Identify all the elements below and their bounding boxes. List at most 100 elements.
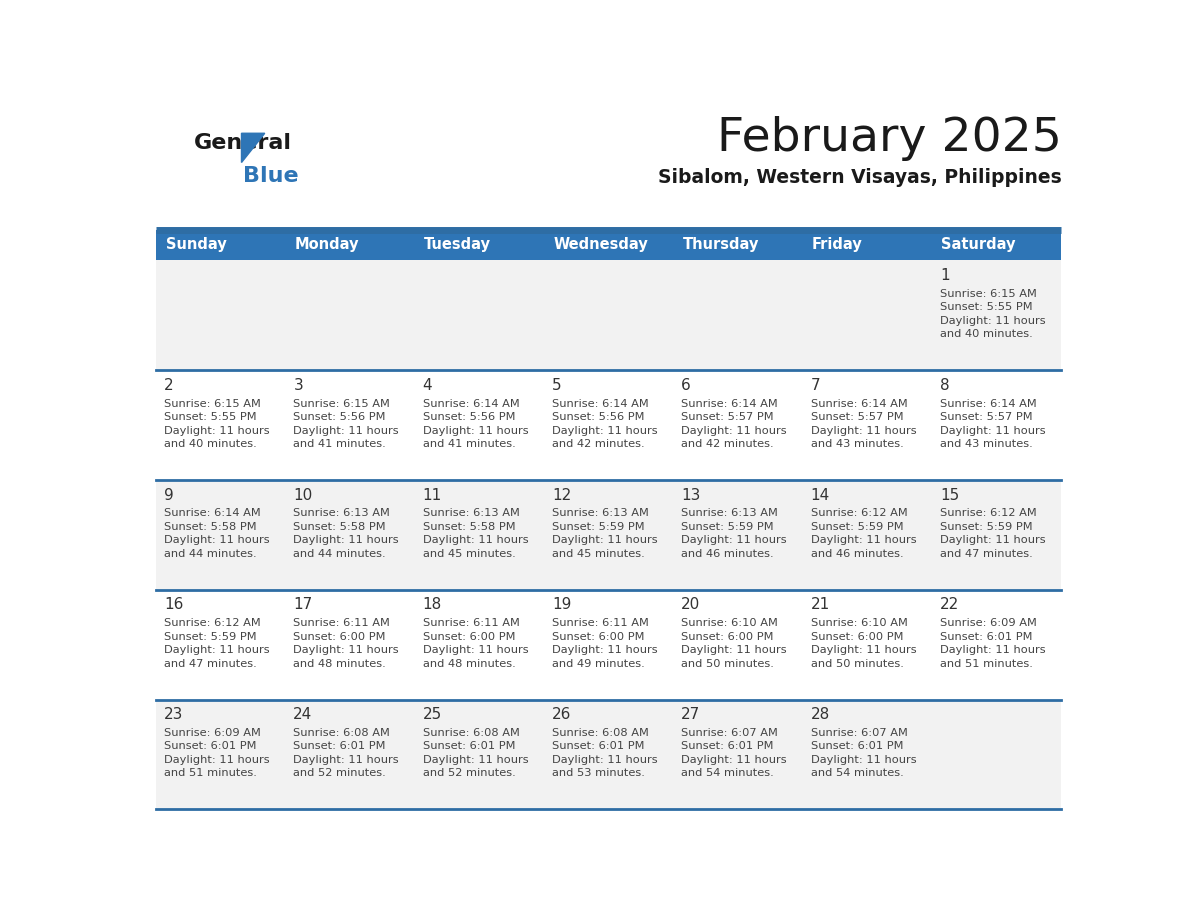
Text: and 51 minutes.: and 51 minutes. (164, 768, 257, 778)
Text: Daylight: 11 hours: Daylight: 11 hours (164, 755, 270, 765)
Text: 1: 1 (940, 268, 949, 283)
Text: Sunrise: 6:13 AM: Sunrise: 6:13 AM (293, 509, 390, 519)
Text: Sunset: 6:00 PM: Sunset: 6:00 PM (423, 632, 516, 642)
Bar (544, 230, 674, 261)
Text: Daylight: 11 hours: Daylight: 11 hours (810, 755, 916, 765)
Text: Daylight: 11 hours: Daylight: 11 hours (164, 645, 270, 655)
Text: and 43 minutes.: and 43 minutes. (810, 439, 903, 449)
Text: 15: 15 (940, 487, 959, 503)
Text: Sunrise: 6:14 AM: Sunrise: 6:14 AM (810, 398, 908, 409)
Text: Sunset: 5:55 PM: Sunset: 5:55 PM (164, 412, 257, 422)
Text: and 44 minutes.: and 44 minutes. (293, 549, 386, 559)
Text: 19: 19 (552, 598, 571, 612)
Text: Sunset: 5:56 PM: Sunset: 5:56 PM (293, 412, 386, 422)
Bar (415, 230, 544, 261)
Text: Sunrise: 6:08 AM: Sunrise: 6:08 AM (293, 728, 390, 738)
Text: 4: 4 (423, 378, 432, 393)
Text: 23: 23 (164, 707, 183, 722)
Text: Daylight: 11 hours: Daylight: 11 hours (552, 755, 658, 765)
Text: Sunrise: 6:13 AM: Sunrise: 6:13 AM (423, 509, 519, 519)
Text: Sunrise: 6:14 AM: Sunrise: 6:14 AM (423, 398, 519, 409)
Text: and 41 minutes.: and 41 minutes. (423, 439, 516, 449)
Text: Sunrise: 6:12 AM: Sunrise: 6:12 AM (164, 618, 260, 628)
Text: Sunset: 5:59 PM: Sunset: 5:59 PM (940, 521, 1032, 532)
Text: Daylight: 11 hours: Daylight: 11 hours (293, 535, 399, 545)
Text: Sunset: 6:01 PM: Sunset: 6:01 PM (293, 742, 386, 752)
Text: Sunset: 5:58 PM: Sunset: 5:58 PM (164, 521, 257, 532)
Text: Sunset: 5:59 PM: Sunset: 5:59 PM (810, 521, 903, 532)
Text: Sunrise: 6:15 AM: Sunrise: 6:15 AM (164, 398, 261, 409)
Text: Daylight: 11 hours: Daylight: 11 hours (810, 426, 916, 435)
Text: 26: 26 (552, 707, 571, 722)
Text: Sunrise: 6:15 AM: Sunrise: 6:15 AM (940, 289, 1037, 298)
Text: 21: 21 (810, 598, 830, 612)
Text: Daylight: 11 hours: Daylight: 11 hours (810, 535, 916, 545)
Text: Sunrise: 6:15 AM: Sunrise: 6:15 AM (293, 398, 390, 409)
Text: Sunset: 6:00 PM: Sunset: 6:00 PM (810, 632, 903, 642)
Text: Saturday: Saturday (941, 238, 1016, 252)
Text: 6: 6 (681, 378, 691, 393)
Bar (674, 230, 803, 261)
Text: Daylight: 11 hours: Daylight: 11 hours (552, 645, 658, 655)
Text: Sunrise: 6:07 AM: Sunrise: 6:07 AM (810, 728, 908, 738)
Bar (803, 230, 933, 261)
Text: Thursday: Thursday (683, 238, 759, 252)
Text: Sunrise: 6:09 AM: Sunrise: 6:09 AM (164, 728, 261, 738)
Text: and 53 minutes.: and 53 minutes. (552, 768, 645, 778)
Text: 2: 2 (164, 378, 173, 393)
Text: Sunset: 5:57 PM: Sunset: 5:57 PM (681, 412, 773, 422)
Text: and 52 minutes.: and 52 minutes. (293, 768, 386, 778)
Text: Daylight: 11 hours: Daylight: 11 hours (810, 645, 916, 655)
Text: Sunset: 6:00 PM: Sunset: 6:00 PM (293, 632, 386, 642)
Text: and 54 minutes.: and 54 minutes. (681, 768, 775, 778)
Text: 12: 12 (552, 487, 571, 503)
Text: Daylight: 11 hours: Daylight: 11 hours (423, 426, 529, 435)
Text: and 52 minutes.: and 52 minutes. (423, 768, 516, 778)
Text: and 47 minutes.: and 47 minutes. (164, 658, 257, 668)
Text: and 51 minutes.: and 51 minutes. (940, 658, 1032, 668)
Text: Sunset: 6:01 PM: Sunset: 6:01 PM (552, 742, 644, 752)
Text: and 49 minutes.: and 49 minutes. (552, 658, 645, 668)
Text: and 42 minutes.: and 42 minutes. (681, 439, 773, 449)
Text: 10: 10 (293, 487, 312, 503)
Text: Sunset: 6:01 PM: Sunset: 6:01 PM (810, 742, 903, 752)
Bar (157, 700, 1061, 810)
Text: Daylight: 11 hours: Daylight: 11 hours (293, 426, 399, 435)
Text: Sunset: 5:58 PM: Sunset: 5:58 PM (293, 521, 386, 532)
Text: and 46 minutes.: and 46 minutes. (810, 549, 903, 559)
Text: 17: 17 (293, 598, 312, 612)
Text: Sunrise: 6:08 AM: Sunrise: 6:08 AM (423, 728, 519, 738)
Text: Sunset: 5:56 PM: Sunset: 5:56 PM (552, 412, 644, 422)
Text: Daylight: 11 hours: Daylight: 11 hours (293, 645, 399, 655)
Text: Sunrise: 6:07 AM: Sunrise: 6:07 AM (681, 728, 778, 738)
Text: 8: 8 (940, 378, 949, 393)
Text: Sunrise: 6:14 AM: Sunrise: 6:14 AM (940, 398, 1037, 409)
Text: Sunset: 6:01 PM: Sunset: 6:01 PM (940, 632, 1032, 642)
Text: 22: 22 (940, 598, 959, 612)
Text: Sunrise: 6:13 AM: Sunrise: 6:13 AM (552, 509, 649, 519)
Text: 13: 13 (681, 487, 701, 503)
Text: February 2025: February 2025 (716, 117, 1061, 162)
Text: Sunset: 5:57 PM: Sunset: 5:57 PM (940, 412, 1032, 422)
Text: Sunrise: 6:14 AM: Sunrise: 6:14 AM (164, 509, 260, 519)
Text: and 42 minutes.: and 42 minutes. (552, 439, 645, 449)
Text: and 40 minutes.: and 40 minutes. (940, 330, 1032, 340)
Text: 24: 24 (293, 707, 312, 722)
Text: Daylight: 11 hours: Daylight: 11 hours (552, 535, 658, 545)
Text: Sunrise: 6:10 AM: Sunrise: 6:10 AM (681, 618, 778, 628)
Text: Daylight: 11 hours: Daylight: 11 hours (164, 535, 270, 545)
Text: 16: 16 (164, 598, 183, 612)
Text: Sunset: 6:01 PM: Sunset: 6:01 PM (423, 742, 516, 752)
Text: Sunrise: 6:13 AM: Sunrise: 6:13 AM (681, 509, 778, 519)
Bar (157, 370, 1061, 480)
Text: 3: 3 (293, 378, 303, 393)
Text: Sunrise: 6:14 AM: Sunrise: 6:14 AM (552, 398, 649, 409)
Text: and 48 minutes.: and 48 minutes. (293, 658, 386, 668)
Bar (157, 261, 1061, 370)
Text: Daylight: 11 hours: Daylight: 11 hours (940, 316, 1045, 326)
Text: Daylight: 11 hours: Daylight: 11 hours (681, 645, 786, 655)
Text: Daylight: 11 hours: Daylight: 11 hours (552, 426, 658, 435)
Bar (285, 230, 415, 261)
Text: and 44 minutes.: and 44 minutes. (164, 549, 257, 559)
Text: Sunset: 5:59 PM: Sunset: 5:59 PM (552, 521, 645, 532)
